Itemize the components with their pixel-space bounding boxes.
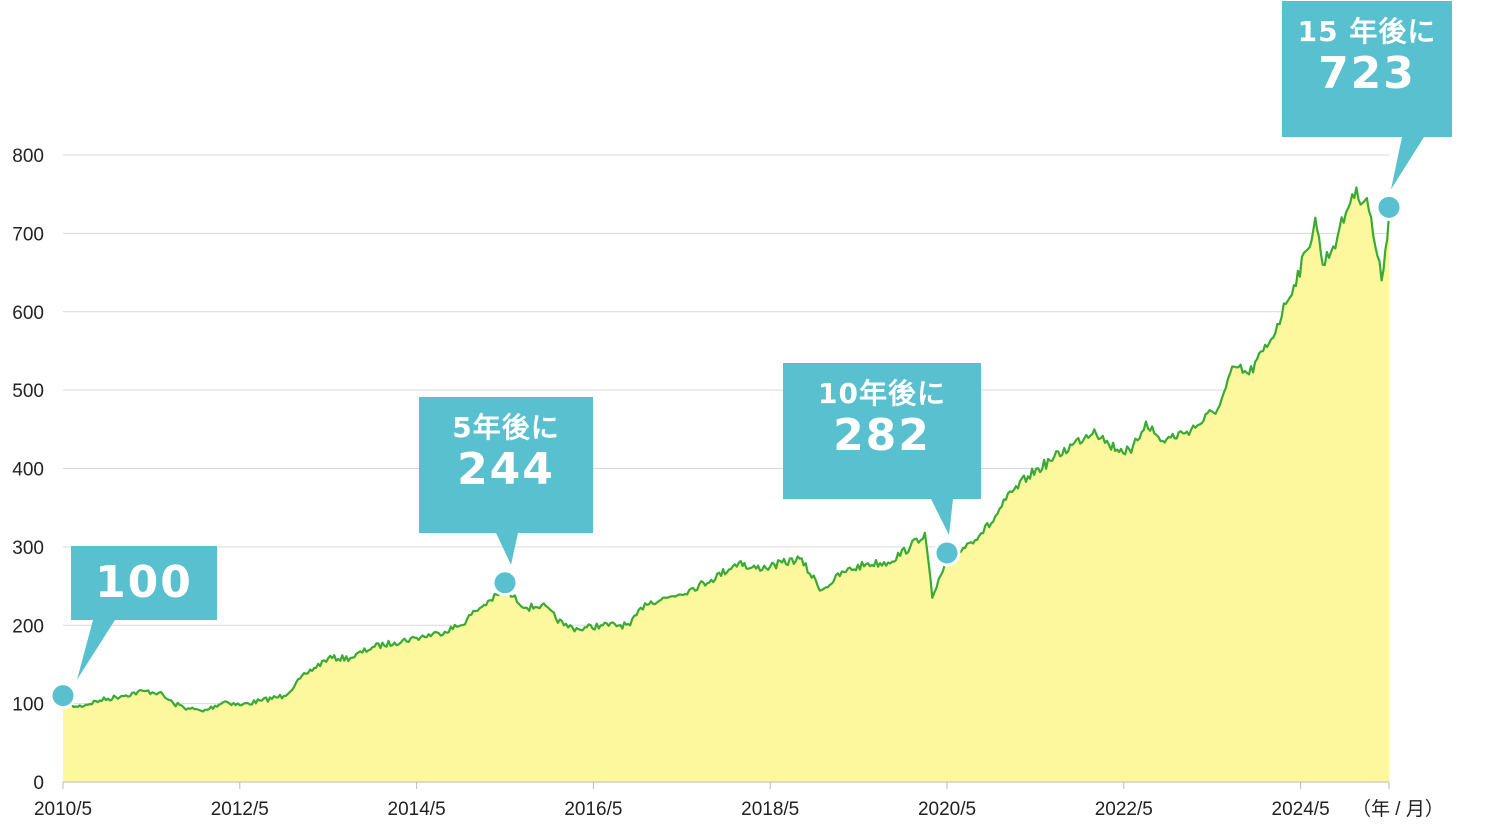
y-tick-label: 600	[12, 303, 44, 324]
annotation-marker	[49, 682, 77, 710]
x-tick-label: 2020/5	[918, 799, 976, 820]
callout-value: 244	[457, 444, 555, 495]
callout-tail	[931, 499, 953, 535]
callout-box: 10年後に 282	[783, 363, 981, 499]
annotation-marker	[1375, 193, 1403, 221]
x-tick-label: 2022/5	[1095, 799, 1153, 820]
callout-prefix: 10年後に	[818, 377, 946, 410]
x-tick-label: 2016/5	[564, 799, 622, 820]
area-fill	[63, 187, 1389, 782]
callout-box: 100	[71, 546, 217, 620]
callout-tail	[77, 620, 115, 680]
x-tick-label: 2014/5	[388, 799, 446, 820]
callout-box: 5年後に 244	[419, 397, 593, 533]
y-tick-label: 800	[12, 146, 44, 167]
y-tick-label: 100	[12, 695, 44, 716]
x-tick-label: 2018/5	[741, 799, 799, 820]
callout-value: 100	[95, 557, 193, 608]
y-tick-label: 300	[12, 538, 44, 559]
y-tick-label: 700	[12, 224, 44, 245]
callout-tail	[1391, 137, 1424, 190]
y-tick-label: 0	[33, 773, 44, 794]
annotation-marker	[933, 539, 961, 567]
x-axis-unit-label: （年 / 月）	[1352, 799, 1444, 820]
callout-prefix: 5年後に	[452, 411, 560, 444]
x-tick-label: 2012/5	[211, 799, 269, 820]
x-tick-label: 2024/5	[1272, 799, 1330, 820]
callout-box: 15 年後に 723	[1282, 1, 1452, 137]
callout-tail	[496, 533, 518, 565]
callout-value: 723	[1318, 48, 1416, 99]
annotation-marker	[491, 569, 519, 597]
series-line	[62, 186, 1391, 713]
y-tick-label: 200	[12, 616, 44, 637]
y-tick-label: 500	[12, 381, 44, 402]
x-axis: 2010/5 2012/5 2014/5 2016/5 2018/5 2020/5 2022…	[34, 781, 1390, 820]
y-tick-label: 400	[12, 460, 44, 481]
callout-prefix: 15 年後に	[1297, 15, 1437, 48]
y-axis: 0 100 200 300 400 500 600 700 800	[12, 146, 44, 794]
callout-value: 282	[833, 410, 931, 461]
markers	[49, 137, 1424, 710]
x-tick-label: 2010/5	[34, 799, 92, 820]
